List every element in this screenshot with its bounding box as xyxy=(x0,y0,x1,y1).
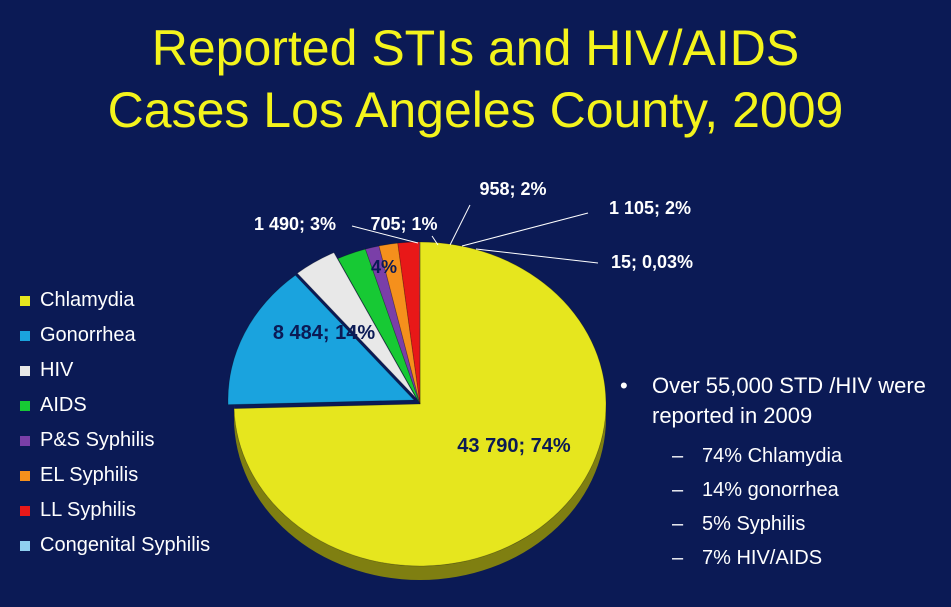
legend-swatch xyxy=(20,330,30,341)
pie-slice-ll-syphilis xyxy=(397,241,421,405)
legend-swatch xyxy=(20,470,30,481)
pie-slice-gonorrhea xyxy=(227,274,415,406)
data-label: 705; 1% xyxy=(370,214,437,234)
summary-bullets: • Over 55,000 STD /HIV were reported in … xyxy=(620,371,932,575)
data-label: 15; 0,03% xyxy=(611,252,693,272)
slide-title-line1: Reported STIs and HIV/AIDS xyxy=(151,20,800,76)
legend-label: Congenital Syphilis xyxy=(40,534,211,556)
slide-title-line2: Cases Los Angeles County, 2009 xyxy=(107,82,844,138)
legend-swatch xyxy=(20,400,30,411)
legend-label: EL Syphilis xyxy=(40,464,139,486)
legend-item-ps-syphilis: P&S Syphilis xyxy=(20,423,210,458)
dash: – xyxy=(672,546,684,569)
pie-slice-el-syphilis xyxy=(378,242,421,405)
main-bullet: • Over 55,000 STD /HIV were reported in … xyxy=(620,371,932,431)
legend-item-hiv: HIV xyxy=(20,353,210,388)
pie-slice-hiv xyxy=(296,252,417,399)
legend-item-congenital-syphilis: Congenital Syphilis xyxy=(20,528,210,563)
sub-bullet-text: 74% Chlamydia xyxy=(702,444,843,467)
legend-label: HIV xyxy=(40,359,74,381)
data-label: 4% xyxy=(371,257,397,277)
pie-slice-aids xyxy=(337,248,421,405)
main-bullet-text: Over 55,000 STD /HIV were reported in 20… xyxy=(652,373,926,428)
dash: – xyxy=(672,444,684,467)
legend-label: Gonorrhea xyxy=(40,324,136,346)
data-label: 43 790; 74% xyxy=(457,435,571,457)
leader-line xyxy=(461,212,589,247)
leader-line xyxy=(351,225,419,244)
sub-bullet: –74% Chlamydia xyxy=(620,439,932,473)
legend-swatch xyxy=(20,435,30,446)
legend-label: AIDS xyxy=(40,394,87,416)
legend-label: P&S Syphilis xyxy=(40,429,155,451)
legend-swatch xyxy=(20,365,30,376)
legend-swatch xyxy=(20,540,30,551)
legend-swatch xyxy=(20,505,30,516)
sub-bullet: –5% Syphilis xyxy=(620,507,932,541)
legend-item-aids: AIDS xyxy=(20,388,210,423)
legend-item-chlamydia: Chlamydia xyxy=(20,283,210,318)
legend-label: LL Syphilis xyxy=(40,499,136,521)
dash: – xyxy=(672,478,684,501)
legend-label: Chlamydia xyxy=(40,289,135,311)
data-label: 1 490; 3% xyxy=(254,214,336,234)
leader-line xyxy=(431,235,439,246)
legend-item-ll-syphilis: LL Syphilis xyxy=(20,493,210,528)
sub-bullet: –7% HIV/AIDS xyxy=(620,541,932,575)
legend-item-gonorrhea: Gonorrhea xyxy=(20,318,210,353)
pie-slice-p-s-syphilis xyxy=(364,245,421,405)
data-label: 8 484; 14% xyxy=(273,322,376,344)
sub-bullet-text: 5% Syphilis xyxy=(702,512,806,535)
dash: – xyxy=(672,512,684,535)
sub-bullet: –14% gonorrhea xyxy=(620,473,932,507)
pie-slice-chlamydia xyxy=(233,241,607,567)
sub-bullet-text: 7% HIV/AIDS xyxy=(702,546,823,569)
sub-bullet-text: 14% gonorrhea xyxy=(702,478,839,501)
data-label: 958; 2% xyxy=(479,179,546,199)
legend-item-el-syphilis: EL Syphilis xyxy=(20,458,210,493)
data-label: 1 105; 2% xyxy=(609,198,691,218)
chart-legend: Chlamydia Gonorrhea HIV AIDS P&S Syphili… xyxy=(20,283,210,563)
leader-line xyxy=(449,204,471,246)
bullet-dot: • xyxy=(620,373,628,398)
leader-line xyxy=(475,248,599,264)
legend-swatch xyxy=(20,295,30,306)
